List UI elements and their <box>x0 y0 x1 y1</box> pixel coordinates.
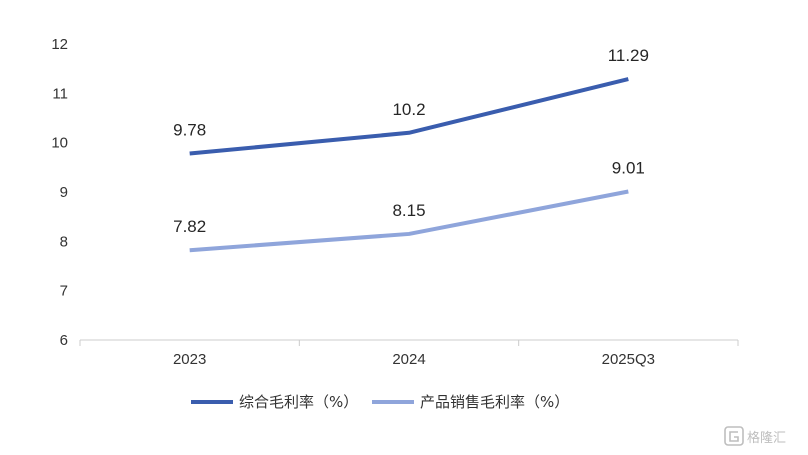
y-tick-label: 6 <box>60 332 68 349</box>
y-tick-label: 10 <box>51 135 68 152</box>
y-tick-label: 11 <box>52 85 68 102</box>
x-axis: 2023 2024 2025Q3 <box>79 339 739 368</box>
data-label: 11.29 <box>608 46 649 65</box>
watermark: 格隆汇 <box>724 426 786 446</box>
series-lines <box>189 77 629 253</box>
watermark-text: 格隆汇 <box>747 430 786 446</box>
series-line-2 <box>189 189 629 253</box>
data-label: 10.2 <box>392 100 425 119</box>
y-tick-label: 8 <box>60 233 68 250</box>
series-line-1 <box>189 77 629 156</box>
y-axis: 6 7 8 9 10 11 12 <box>51 36 68 349</box>
legend: 综合毛利率（%） 产品销售毛利率（%） <box>191 393 569 411</box>
x-tick-label: 2023 <box>173 351 206 368</box>
data-labels: 9.78 10.2 11.29 7.82 8.15 9.01 <box>173 46 649 236</box>
data-label: 9.78 <box>173 121 206 140</box>
gelonghui-logo-icon <box>724 426 744 446</box>
data-label: 9.01 <box>612 159 645 178</box>
data-label: 7.82 <box>173 217 206 236</box>
x-tick-label: 2025Q3 <box>602 351 655 368</box>
data-label: 8.15 <box>392 201 425 220</box>
y-tick-label: 9 <box>60 184 68 201</box>
y-tick-label: 7 <box>60 283 68 300</box>
y-tick-label: 12 <box>51 36 68 53</box>
x-tick-label: 2024 <box>392 351 425 368</box>
legend-label-2: 产品销售毛利率（%） <box>420 393 569 411</box>
legend-label-1: 综合毛利率（%） <box>239 393 358 411</box>
